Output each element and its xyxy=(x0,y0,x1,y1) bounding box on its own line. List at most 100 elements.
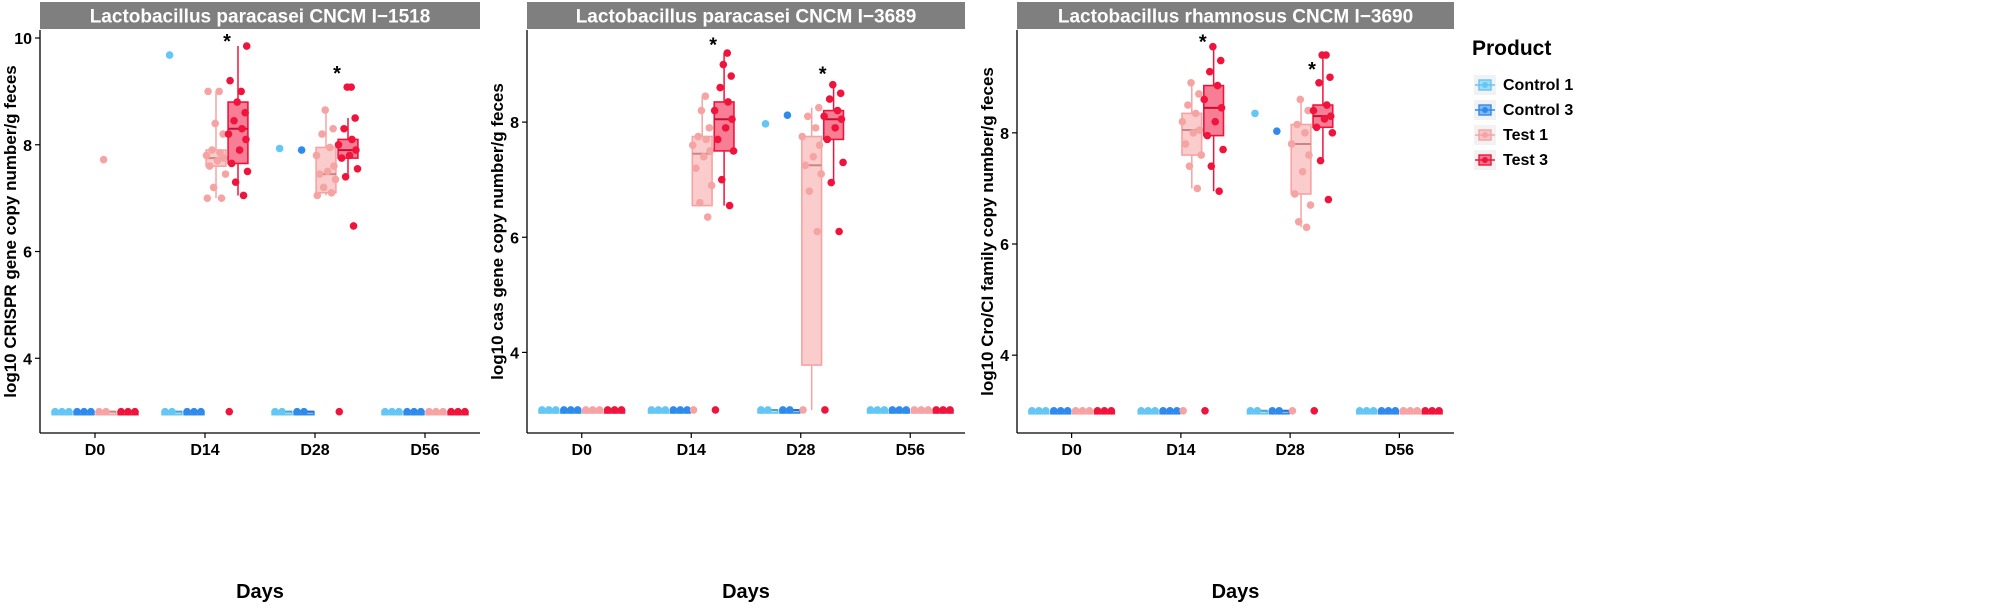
data-point xyxy=(716,83,724,92)
data-point xyxy=(237,87,245,96)
box-control-1-d56 xyxy=(381,407,403,416)
data-point xyxy=(654,406,663,414)
box-control-1-d0 xyxy=(1028,406,1050,415)
x-tick-label: D14 xyxy=(190,442,219,459)
data-point xyxy=(811,124,820,132)
panel-title: Lactobacillus paracasei CNCM I−3689 xyxy=(576,7,917,28)
data-point xyxy=(313,191,322,200)
data-point xyxy=(300,407,308,416)
box-test-1-d56 xyxy=(1399,406,1421,415)
data-point xyxy=(895,406,904,414)
data-point xyxy=(1035,406,1043,415)
data-point xyxy=(1246,406,1255,415)
data-point xyxy=(1275,406,1283,415)
data-point xyxy=(1197,151,1206,159)
data-point xyxy=(312,151,321,160)
data-point xyxy=(723,49,732,57)
data-point xyxy=(924,406,932,414)
data-point xyxy=(779,406,787,414)
data-point xyxy=(801,161,810,170)
data-point xyxy=(1200,95,1209,104)
data-point xyxy=(702,135,710,144)
y-axis-title: log10 Cro/CI family copy number/g feces xyxy=(978,67,997,396)
data-point xyxy=(349,222,358,230)
box-control-1-d28 xyxy=(1246,109,1268,415)
data-point xyxy=(208,146,216,154)
data-point xyxy=(803,112,812,121)
data-point xyxy=(329,124,337,133)
data-point xyxy=(341,172,350,181)
data-point xyxy=(588,406,597,414)
data-point xyxy=(1195,126,1204,134)
data-point xyxy=(243,167,252,176)
box-control-3-d14 xyxy=(669,406,691,414)
data-point xyxy=(1107,406,1116,415)
data-point xyxy=(323,167,332,176)
box-test-1-d56 xyxy=(910,406,932,414)
legend-title: Product xyxy=(1472,37,1551,60)
data-point xyxy=(197,407,205,416)
data-point xyxy=(1159,406,1167,415)
data-point xyxy=(335,407,344,416)
data-point xyxy=(692,164,700,172)
data-point xyxy=(1309,106,1318,115)
box-control-3-d28 xyxy=(293,146,315,416)
data-point xyxy=(209,183,218,192)
data-point xyxy=(233,98,242,106)
data-point xyxy=(764,406,772,414)
data-point xyxy=(1050,406,1058,415)
data-point xyxy=(395,407,403,416)
x-tick-label: D0 xyxy=(85,442,106,459)
data-point xyxy=(65,407,73,416)
data-point xyxy=(724,98,732,106)
data-point xyxy=(669,406,678,414)
data-point xyxy=(783,111,792,120)
data-point xyxy=(805,187,814,195)
data-point xyxy=(1191,109,1200,118)
data-point xyxy=(51,407,59,416)
panel-title: Lactobacillus rhamnosus CNCM I−3690 xyxy=(1058,7,1413,28)
box-control-3-d0 xyxy=(73,407,95,416)
data-point xyxy=(1178,117,1187,126)
panel-title-strip xyxy=(527,2,965,29)
y-tick-label: 8 xyxy=(510,115,519,132)
data-point xyxy=(1028,406,1036,415)
box-test-3-d14 xyxy=(710,49,738,414)
box-test-3-d0 xyxy=(117,407,139,416)
data-point xyxy=(699,152,708,161)
legend-label: Control 1 xyxy=(1503,77,1573,94)
legend-key-point xyxy=(1482,132,1488,138)
x-axis-title: Days xyxy=(1212,581,1260,603)
data-point xyxy=(334,140,343,149)
data-point xyxy=(939,406,947,414)
box-test-1-d0 xyxy=(582,406,604,414)
data-point xyxy=(761,120,770,128)
box-body xyxy=(801,135,823,366)
box-test-3-d28 xyxy=(334,83,362,416)
data-point xyxy=(1302,223,1311,232)
data-point xyxy=(211,119,220,128)
data-point xyxy=(837,115,846,124)
data-point xyxy=(388,407,396,416)
y-tick-label: 4 xyxy=(510,345,519,362)
box-test-3-d56 xyxy=(1421,406,1443,415)
significance-star: * xyxy=(1199,31,1207,53)
box-control-3-d14 xyxy=(1159,406,1181,415)
data-point xyxy=(1391,406,1400,415)
data-point xyxy=(661,406,670,414)
box-control-1-d0 xyxy=(51,407,73,416)
data-point xyxy=(1187,79,1195,87)
data-point xyxy=(836,89,845,98)
data-point xyxy=(1377,406,1386,415)
data-point xyxy=(1181,140,1190,148)
y-tick-label: 8 xyxy=(1000,126,1009,143)
x-tick-label: D28 xyxy=(786,442,815,459)
box-test-3-d28 xyxy=(820,80,847,414)
data-point xyxy=(87,407,95,416)
data-point xyxy=(403,407,411,416)
data-point xyxy=(221,170,230,178)
data-point xyxy=(1179,406,1187,415)
data-point xyxy=(647,406,656,414)
data-point xyxy=(1310,406,1319,415)
box-control-1-d0 xyxy=(538,406,560,414)
